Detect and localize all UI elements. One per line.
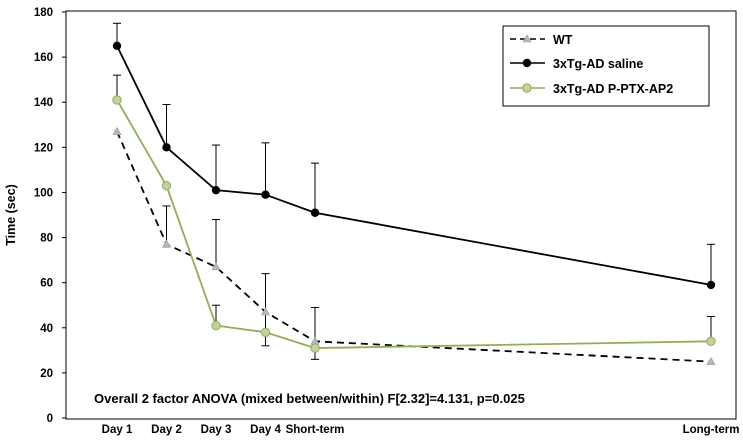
- data-point-circle: [112, 95, 122, 105]
- x-tick-label: Day 3: [201, 424, 232, 436]
- series-line-2: [116, 99, 712, 349]
- y-tick-label: 40: [40, 323, 53, 335]
- legend-label-ptx: 3xTg-AD P-PTX-AP2: [553, 82, 673, 96]
- y-tick-label: 160: [34, 52, 53, 64]
- x-axis: Day 1 Day 2 Day 3 Day 4 Short-term Long-term: [102, 424, 740, 436]
- series-line-0: [116, 131, 712, 363]
- legend-box: [502, 25, 710, 107]
- y-axis: 0 20 40 60 80 100 120 140 160 180: [34, 7, 66, 425]
- data-point-triangle: [211, 262, 221, 271]
- series-lines: [116, 45, 712, 363]
- error-bars: [113, 22, 715, 360]
- data-point-circle: [112, 41, 122, 51]
- legend-label-saline: 3xTg-AD saline: [553, 57, 643, 71]
- y-tick-label: 140: [34, 97, 53, 109]
- data-point-triangle: [112, 126, 122, 135]
- x-tick-label: Short-term: [286, 424, 345, 436]
- legend: WT 3xTg-AD saline 3xTg-AD P-PTX-AP2: [502, 25, 710, 107]
- data-point-circle: [161, 180, 172, 191]
- data-point-circle: [261, 190, 270, 199]
- data-point-triangle: [260, 307, 271, 316]
- y-tick-label: 0: [47, 413, 53, 425]
- data-point-triangle: [706, 357, 716, 365]
- x-tick-label: Long-term: [683, 424, 740, 436]
- x-tick-label: Day 4: [250, 424, 281, 436]
- data-point-triangle: [161, 239, 172, 248]
- data-markers: [112, 41, 716, 365]
- data-point-circle: [162, 143, 171, 152]
- data-point-circle: [706, 280, 716, 290]
- x-tick-label: Day 1: [102, 424, 133, 436]
- anova-annotation: Overall 2 factor ANOVA (mixed between/wi…: [94, 391, 525, 406]
- x-tick-label: Day 2: [151, 424, 182, 436]
- legend-marker-wt: [522, 34, 532, 43]
- legend-marker-saline: [522, 58, 532, 68]
- y-tick-label: 100: [34, 187, 53, 199]
- data-point-circle: [310, 208, 320, 217]
- y-tick-label: 80: [40, 233, 53, 245]
- plot-frame: [65, 10, 737, 420]
- data-point-circle: [310, 343, 320, 353]
- legend-label-wt: WT: [553, 33, 573, 47]
- y-axis-label: Time (sec): [4, 184, 18, 246]
- data-point-circle: [706, 336, 716, 347]
- y-tick-label: 120: [34, 142, 53, 154]
- data-point-circle: [211, 185, 221, 195]
- y-tick-label: 60: [40, 278, 53, 290]
- data-point-circle: [260, 327, 271, 337]
- y-tick-label: 20: [40, 368, 53, 380]
- legend-marker-ptx: [522, 83, 532, 93]
- series-line-1: [116, 45, 712, 286]
- data-point-circle: [211, 320, 221, 331]
- y-tick-label: 180: [34, 7, 53, 19]
